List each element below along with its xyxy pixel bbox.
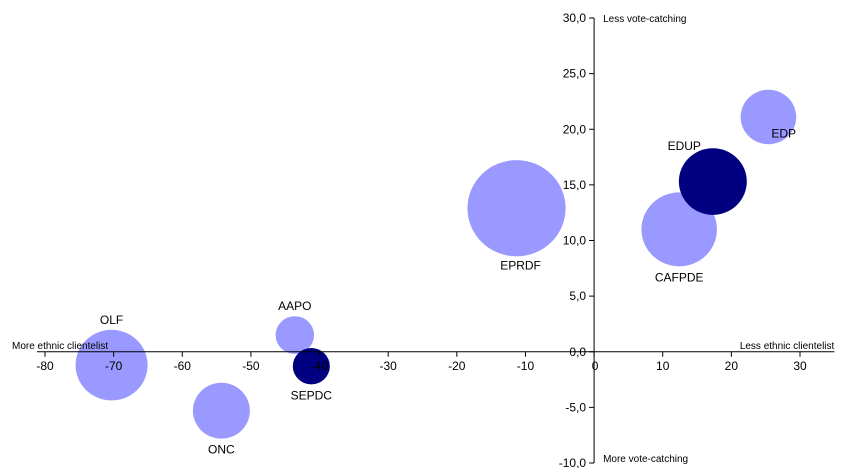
axis-note-right: Less ethnic clientelist <box>740 341 835 352</box>
bubble-label-edup: EDUP <box>668 139 701 153</box>
bubble-label-onc: ONC <box>208 443 235 457</box>
bubble-edup <box>678 148 747 215</box>
y-tick-label: 30,0 <box>563 11 587 25</box>
y-tick-label: 0,0 <box>569 345 586 359</box>
bubble-sepdc <box>292 348 330 385</box>
y-tick-label: -10,0 <box>559 456 587 468</box>
axis-note-bottom: More vote-catching <box>603 454 688 465</box>
x-ticks: -80 -70 -60 -50 -40 -30 -20 -10 0 10 20 30 <box>36 351 807 373</box>
y-tick-label: 5,0 <box>569 289 586 303</box>
bubble-eprdf <box>467 160 566 257</box>
y-tick-label: 15,0 <box>563 178 587 192</box>
bubble-label-cafpde: CAFPDE <box>655 270 704 284</box>
axis-note-left: More ethnic clientelist <box>12 341 108 352</box>
y-tick-label: 25,0 <box>563 67 587 81</box>
bubble-label-olf: OLF <box>100 313 123 327</box>
x-tick-label: 10 <box>656 359 670 373</box>
x-tick-label: -20 <box>448 359 466 373</box>
x-tick-label: 20 <box>725 359 739 373</box>
bubble-label-edp: EDP <box>771 126 796 140</box>
x-tick-label: -40 <box>311 359 329 373</box>
x-tick-label: -50 <box>242 359 260 373</box>
bubble-aapo <box>275 316 315 354</box>
y-tick-label: 20,0 <box>563 122 587 136</box>
bubble-olf <box>75 329 148 401</box>
x-tick-label: -30 <box>380 359 398 373</box>
x-tick-label: 0 <box>592 359 599 373</box>
x-tick-label: -70 <box>105 359 123 373</box>
labels-layer: OLF ONC AAPO SEPDC EPRDF CAFPDE EDUP EDP <box>100 126 796 456</box>
x-tick-label: -10 <box>517 359 535 373</box>
bubble-label-eprdf: EPRDF <box>500 258 541 272</box>
axes-layer: -80 -70 -60 -50 -40 -30 -20 -10 0 10 20 30 -10,0 -5,… <box>36 11 835 468</box>
x-tick-label: -80 <box>36 359 54 373</box>
x-tick-label: 30 <box>793 359 807 373</box>
bubble-label-aapo: AAPO <box>278 299 311 313</box>
axis-note-top: Less vote-catching <box>603 14 686 25</box>
y-tick-label: 10,0 <box>563 234 587 248</box>
y-ticks: -10,0 -5,0 0,0 5,0 10,0 15,0 20,0 25,0 30,0 <box>559 11 595 468</box>
bubble-onc <box>192 382 250 439</box>
x-tick-label: -60 <box>174 359 192 373</box>
bubble-edp <box>740 89 797 145</box>
y-tick-label: -5,0 <box>565 400 586 414</box>
bubbles-layer <box>75 89 797 439</box>
bubble-label-sepdc: SEPDC <box>291 388 333 402</box>
